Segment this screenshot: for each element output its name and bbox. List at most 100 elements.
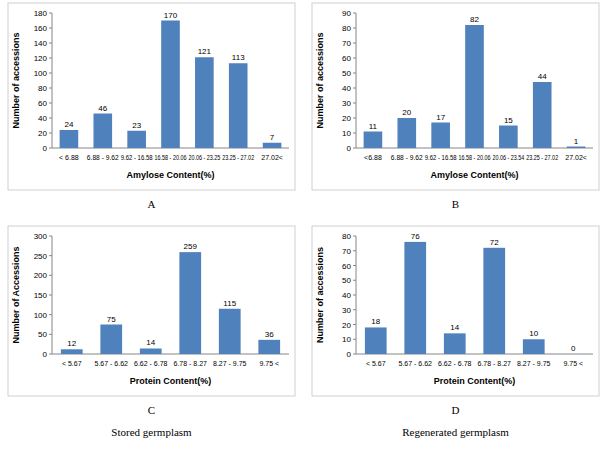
y-tick — [49, 148, 52, 149]
y-tick-label: 40 — [342, 84, 351, 93]
bar — [364, 132, 383, 149]
bar — [219, 309, 241, 354]
y-axis — [52, 13, 53, 148]
x-tick-label: 23.25 - 27.02 — [222, 154, 254, 161]
x-tick-label: 16.58 - 20.06 — [459, 154, 491, 161]
bar — [140, 348, 162, 354]
x-tick-label: 8.27 - 9.75 — [517, 360, 551, 367]
data-label: 23 — [132, 121, 141, 130]
y-tick — [49, 28, 52, 29]
x-tick-label: 20.06 - 23.25 — [188, 154, 220, 161]
y-tick-label: 80 — [342, 232, 351, 241]
data-label: 121 — [198, 47, 212, 56]
y-tick-label: 70 — [342, 39, 351, 48]
data-label: 24 — [64, 120, 73, 129]
x-tick-label: 6.62 - 6.78 — [134, 360, 168, 367]
x-axis — [356, 354, 593, 355]
y-tick — [353, 324, 356, 325]
data-label: 18 — [371, 317, 380, 326]
y-tick — [353, 43, 356, 44]
y-tick-label: 200 — [34, 271, 48, 280]
bars — [60, 21, 282, 149]
y-tick — [353, 58, 356, 59]
x-axis-title: Protein Content(%) — [130, 376, 212, 386]
x-tick-label: < 5.67 — [366, 360, 386, 367]
panel-label: C — [148, 404, 155, 416]
panel-frame — [8, 3, 295, 190]
y-tick-label: 100 — [34, 69, 48, 78]
x-tick-label: <6.88 — [364, 154, 382, 161]
y-tick — [353, 295, 356, 296]
y-tick — [49, 255, 52, 256]
bar — [195, 57, 214, 148]
y-tick — [353, 88, 356, 89]
y-tick — [353, 28, 356, 29]
data-label: 36 — [265, 330, 274, 339]
data-label: 46 — [98, 104, 107, 113]
panel-caption: Stored germplasm — [111, 426, 192, 438]
panel-frame — [8, 226, 295, 396]
y-tick — [49, 118, 52, 119]
y-tick-label: 70 — [342, 247, 351, 256]
x-axis-title: Amylose Content(%) — [126, 170, 214, 180]
data-label: 259 — [184, 242, 198, 251]
y-tick-label: 20 — [342, 321, 351, 330]
y-tick — [353, 13, 356, 14]
y-tick-label: 0 — [43, 350, 48, 359]
y-tick-label: 140 — [34, 39, 48, 48]
bar — [567, 147, 586, 149]
y-tick-label: 80 — [38, 84, 47, 93]
bar — [61, 349, 83, 354]
y-tick-label: 10 — [342, 335, 351, 344]
data-label: 17 — [436, 113, 445, 122]
panel: 05010015020025030012751425911536< 5.675.… — [8, 226, 295, 438]
y-tick-label: 60 — [38, 99, 47, 108]
data-label: 20 — [402, 108, 411, 117]
y-tick-label: 300 — [34, 232, 48, 241]
data-label: 75 — [107, 315, 116, 324]
y-tick-label: 30 — [342, 99, 351, 108]
y-tick-label: 120 — [34, 54, 48, 63]
y-tick-label: 0 — [43, 144, 48, 153]
x-tick-label: 9.75 < — [563, 360, 583, 367]
y-tick — [49, 58, 52, 59]
bar — [523, 339, 545, 354]
y-tick-label: 90 — [342, 9, 351, 18]
data-label: 0 — [571, 344, 576, 353]
y-tick — [49, 103, 52, 104]
bar — [365, 327, 387, 354]
x-tick-label: 6.78 - 8.27 — [478, 360, 512, 367]
bar — [499, 126, 518, 149]
y-tick — [353, 309, 356, 310]
data-label: 76 — [411, 232, 420, 241]
y-tick — [353, 280, 356, 281]
y-tick — [353, 118, 356, 119]
bars — [365, 242, 545, 354]
bar — [431, 123, 450, 149]
x-tick-label: 9.75 < — [259, 360, 279, 367]
bar — [397, 118, 416, 148]
y-tick-label: 160 — [34, 24, 48, 33]
y-tick — [49, 295, 52, 296]
x-tick-label: 5.67 - 6.62 — [399, 360, 433, 367]
y-tick-label: 60 — [342, 262, 351, 271]
x-axis — [52, 354, 289, 355]
data-label: 170 — [164, 11, 178, 20]
bar — [533, 82, 552, 148]
y-tick-label: 40 — [38, 114, 47, 123]
y-tick — [49, 43, 52, 44]
panel-label: A — [148, 198, 156, 210]
data-label: 14 — [146, 338, 155, 347]
data-label: 113 — [232, 53, 245, 62]
x-tick-label: 23.25 - 27.02 — [526, 154, 558, 161]
y-tick — [49, 275, 52, 276]
y-tick-label: 80 — [342, 24, 351, 33]
x-tick-label: 8.27 - 9.75 — [213, 360, 247, 367]
y-tick — [353, 250, 356, 251]
x-tick-label: 16.58 - 20.06 — [155, 154, 187, 161]
y-axis-title: Number of accessions — [315, 32, 325, 128]
x-tick-label: 27.02< — [261, 154, 283, 161]
y-axis-title: Number of Accessions — [11, 246, 21, 343]
figure: 0204060801001201401601802446231701211137… — [0, 0, 603, 449]
panel: 0102030405060708018761472100< 5.675.67 -… — [312, 226, 599, 438]
